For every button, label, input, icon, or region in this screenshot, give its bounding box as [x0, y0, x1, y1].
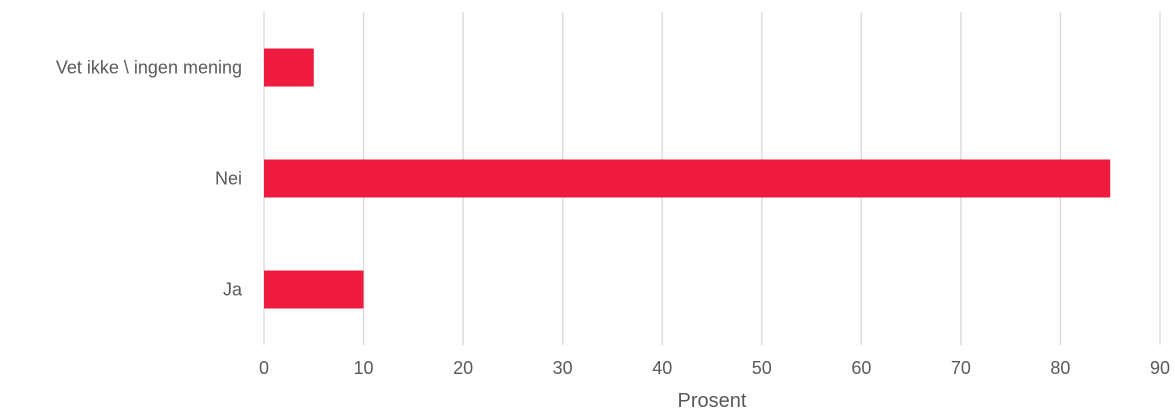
- bars: [264, 48, 1111, 309]
- category-label: Vet ikke \ ingen mening: [56, 58, 242, 78]
- x-tick-label: 60: [851, 358, 871, 378]
- x-tick-label: 50: [752, 358, 772, 378]
- x-tick-label: 90: [1150, 358, 1170, 378]
- category-label: Nei: [215, 169, 242, 189]
- category-labels: Vet ikke \ ingen mening Nei Ja: [56, 58, 243, 300]
- bar-1: [264, 159, 1111, 198]
- x-tick-label: 80: [1050, 358, 1070, 378]
- x-tick-label: 10: [354, 358, 374, 378]
- bar-0: [264, 48, 314, 87]
- x-tick-label: 20: [453, 358, 473, 378]
- x-tick-label: 40: [652, 358, 672, 378]
- x-tick-labels: 0 10 20 30 40 50 60 70 80 90: [259, 358, 1170, 378]
- x-tick-label: 0: [259, 358, 269, 378]
- category-label: Ja: [223, 280, 243, 300]
- bar-2: [264, 270, 364, 309]
- x-tick-label: 70: [951, 358, 971, 378]
- x-tick-label: 30: [553, 358, 573, 378]
- x-axis-title: Prosent: [678, 390, 747, 412]
